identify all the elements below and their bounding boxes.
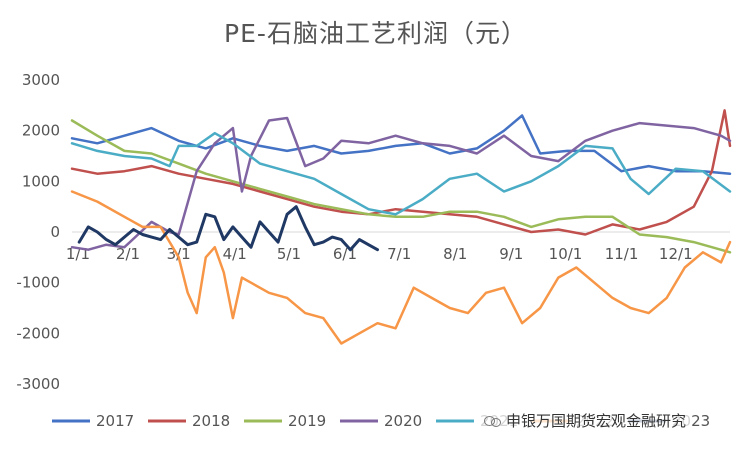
y-tick-label: 3000 <box>22 71 60 89</box>
watermark-text: 申银万国期货宏观金融研究 <box>506 412 687 430</box>
legend-label-2020: 2020 <box>384 412 422 430</box>
x-tick-label: 2/1 <box>116 245 140 263</box>
wechat-icon <box>484 414 502 428</box>
x-tick-label: 4/1 <box>223 245 247 263</box>
x-tick-label: 9/1 <box>499 245 523 263</box>
y-tick-label: 1000 <box>22 172 60 190</box>
y-tick-label: 0 <box>50 223 60 241</box>
x-tick-label: 12/1 <box>659 245 693 263</box>
chart-title: PE-石脑油工艺利润（元） <box>224 19 527 48</box>
x-tick-label: 5/1 <box>277 245 301 263</box>
x-tick-label: 10/1 <box>549 245 583 263</box>
y-tick-label: -3000 <box>16 375 60 393</box>
legend-label-2017: 2017 <box>96 412 134 430</box>
x-tick-label: 11/1 <box>605 245 639 263</box>
series-line-2022 <box>70 190 732 345</box>
legend-label-2019: 2019 <box>288 412 326 430</box>
x-tick-label: 7/1 <box>387 245 411 263</box>
series-line-2023 <box>77 205 379 252</box>
series-line-2018 <box>70 109 732 236</box>
y-tick-label: 2000 <box>22 122 60 140</box>
series-line-2017 <box>70 114 732 175</box>
series-line-2021 <box>70 131 732 216</box>
watermark: 申银万国期货宏观金融研究 <box>480 410 691 431</box>
x-tick-label: 8/1 <box>443 245 467 263</box>
chart-series <box>70 109 732 345</box>
legend-label-2018: 2018 <box>192 412 230 430</box>
series-line-2019 <box>70 119 732 254</box>
y-tick-label: -1000 <box>16 274 60 292</box>
y-tick-label: -2000 <box>16 324 60 342</box>
